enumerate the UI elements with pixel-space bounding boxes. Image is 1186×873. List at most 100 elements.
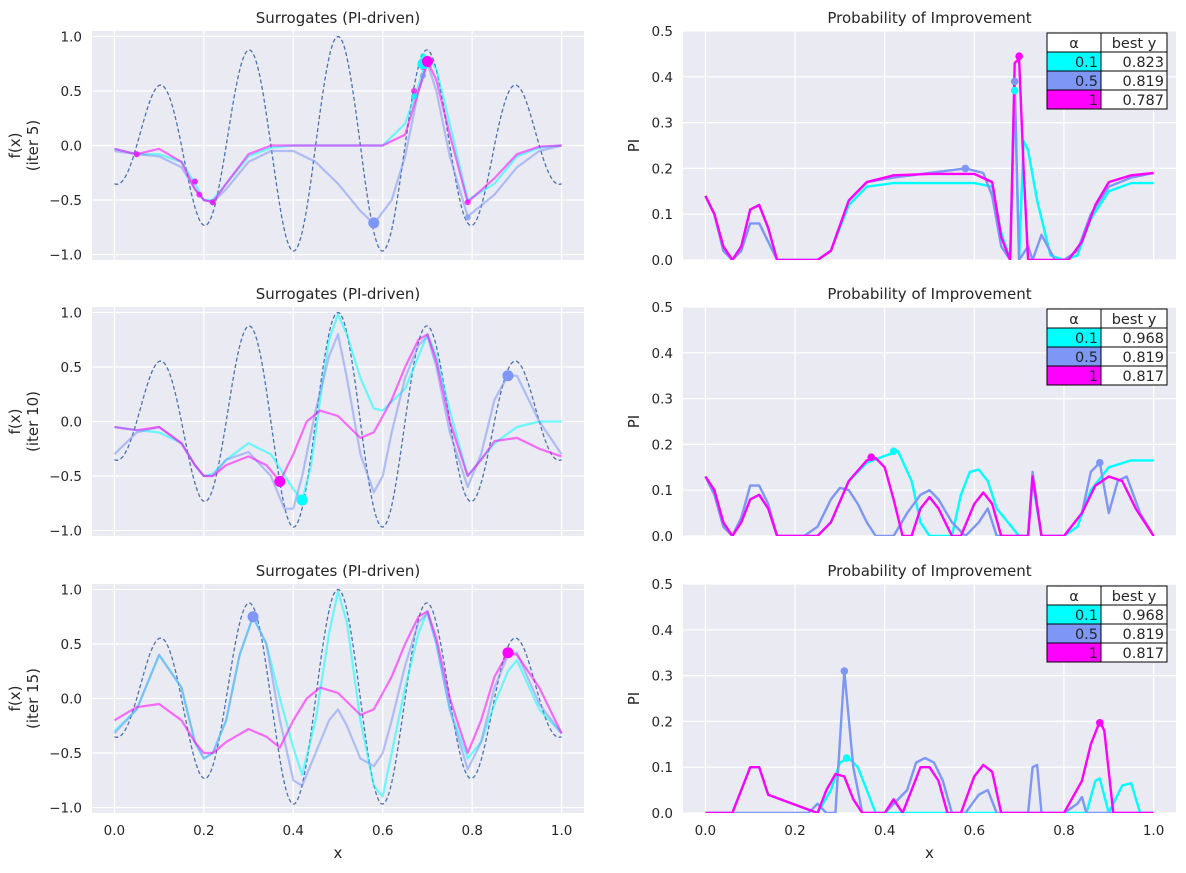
y-tick-label: −0.5 (49, 746, 82, 762)
series-line-1 (113, 610, 563, 755)
next-sample-point (1096, 458, 1104, 467)
next-sample-point (867, 453, 876, 462)
y-tick-label: 0.0 (61, 415, 82, 431)
table-best-y: 0.823 (1122, 55, 1164, 71)
observation-point (209, 199, 216, 206)
pi-iter-10: Probability of Improvement 0.0 0.1 0.2 0.3 0.… (625, 285, 1176, 545)
y-axis-label: f(x) (6, 133, 24, 159)
observation-point (411, 93, 418, 100)
y-tick-label: 0.5 (61, 637, 82, 653)
table-best-y: 0.968 (1122, 608, 1164, 624)
y-axis-label: (iter 10) (24, 391, 42, 452)
y-tick-label: −1.0 (49, 524, 82, 540)
y-tick-label: 1.0 (61, 582, 82, 598)
table-alpha: 1 (1089, 369, 1098, 385)
table-alpha: 0.5 (1075, 627, 1098, 643)
table-best-y: 0.817 (1122, 369, 1164, 385)
x-tick-label: 0.8 (1053, 823, 1074, 839)
next-sample-point (502, 647, 514, 659)
x-tick-label: 1.0 (1143, 823, 1164, 839)
table-best-y: 0.819 (1122, 350, 1164, 366)
y-axis-label: PI (625, 692, 643, 705)
next-sample-point (842, 754, 851, 762)
true-function-line (114, 35, 562, 252)
y-tick-label: 0.2 (652, 437, 673, 453)
x-tick-label: 0.4 (874, 823, 895, 839)
panel-title: Probability of Improvement (827, 562, 1031, 580)
y-tick-label: 0.0 (652, 253, 673, 269)
surrogate-iter-15: Surrogates (PI-driven) −1.0 −0.5 0.0 0.5 1.0 0… (6, 562, 584, 862)
series-line-0.5 (705, 669, 1154, 813)
y-tick-label: 0.4 (652, 346, 673, 362)
table-best-y: 0.817 (1122, 646, 1164, 662)
next-sample-point (1010, 77, 1019, 86)
plot-content (113, 588, 563, 805)
table-alpha: 0.1 (1075, 608, 1098, 624)
best-y-table: α best y 0.1 0.823 0.5 0.819 1 0.787 (1046, 32, 1168, 110)
y-tick-label: −0.5 (49, 469, 82, 485)
table-best-y: 0.968 (1122, 331, 1164, 347)
y-axis-label: (iter 15) (24, 668, 42, 729)
y-axis-label: PI (625, 415, 643, 428)
next-sample-point (247, 611, 259, 623)
table-header: best y (1112, 36, 1157, 52)
table-best-y: 0.787 (1122, 93, 1164, 109)
y-tick-label: 0.1 (652, 760, 673, 776)
observation-point (419, 72, 426, 79)
table-best-y: 0.819 (1122, 627, 1164, 643)
y-tick-label: 0.5 (61, 84, 82, 100)
table-cell (1100, 365, 1168, 386)
table-best-y: 0.819 (1122, 74, 1164, 90)
y-tick-label: 1.0 (61, 305, 82, 321)
x-tick-label: 1.0 (551, 823, 572, 839)
next-sample-point (840, 667, 849, 675)
panel-title: Probability of Improvement (827, 285, 1031, 303)
next-sample-point (274, 475, 286, 487)
observation-point (191, 178, 198, 185)
table-header: best y (1112, 589, 1157, 605)
panel-title: Surrogates (PI-driven) (256, 562, 420, 580)
next-sample-point (889, 447, 898, 456)
series-line-1 (114, 333, 562, 483)
x-axis-label: x (334, 844, 343, 862)
y-tick-label: 0.0 (61, 139, 82, 155)
series-line-0.5 (704, 461, 1155, 536)
plot-content (113, 311, 563, 528)
table-cell (1100, 642, 1168, 663)
y-tick-label: 1.0 (61, 29, 82, 45)
table-alpha: 1 (1089, 646, 1098, 662)
y-tick-label: 0.1 (652, 483, 673, 499)
observation-point (464, 214, 471, 221)
y-tick-label: 0.0 (652, 529, 673, 545)
table-alpha: 0.5 (1075, 74, 1098, 90)
y-tick-label: 0.1 (652, 207, 673, 223)
next-sample-point (961, 164, 970, 173)
next-sample-point (421, 56, 433, 68)
y-tick-label: 0.5 (652, 300, 673, 316)
y-tick-label: −0.5 (49, 193, 82, 209)
x-tick-label: 0.2 (193, 823, 214, 839)
next-sample-point (1010, 86, 1019, 95)
y-tick-label: 0.2 (652, 714, 673, 730)
table-header: α (1069, 312, 1079, 328)
table-alpha: 0.5 (1075, 350, 1098, 366)
table-alpha: 1 (1089, 93, 1098, 109)
series-line-1 (705, 720, 1154, 813)
table-header: best y (1112, 312, 1157, 328)
y-tick-label: 0.2 (652, 161, 673, 177)
y-tick-label: 0.4 (652, 70, 673, 86)
next-sample-point (296, 494, 308, 506)
y-tick-label: 0.0 (652, 806, 673, 822)
true-function-line (114, 588, 562, 805)
observation-point (196, 191, 203, 198)
plot-content (114, 35, 562, 252)
y-axis-label: f(x) (6, 409, 24, 435)
pi-iter-5: Probability of Improvement 0.0 0.1 0.2 0.3 0.… (625, 9, 1176, 269)
y-tick-label: 0.3 (652, 116, 673, 132)
table-cell (1100, 89, 1168, 110)
y-tick-label: 0.3 (652, 392, 673, 408)
series-line-1 (704, 456, 1155, 536)
observation-point (411, 87, 418, 94)
plot-content (704, 52, 1154, 260)
